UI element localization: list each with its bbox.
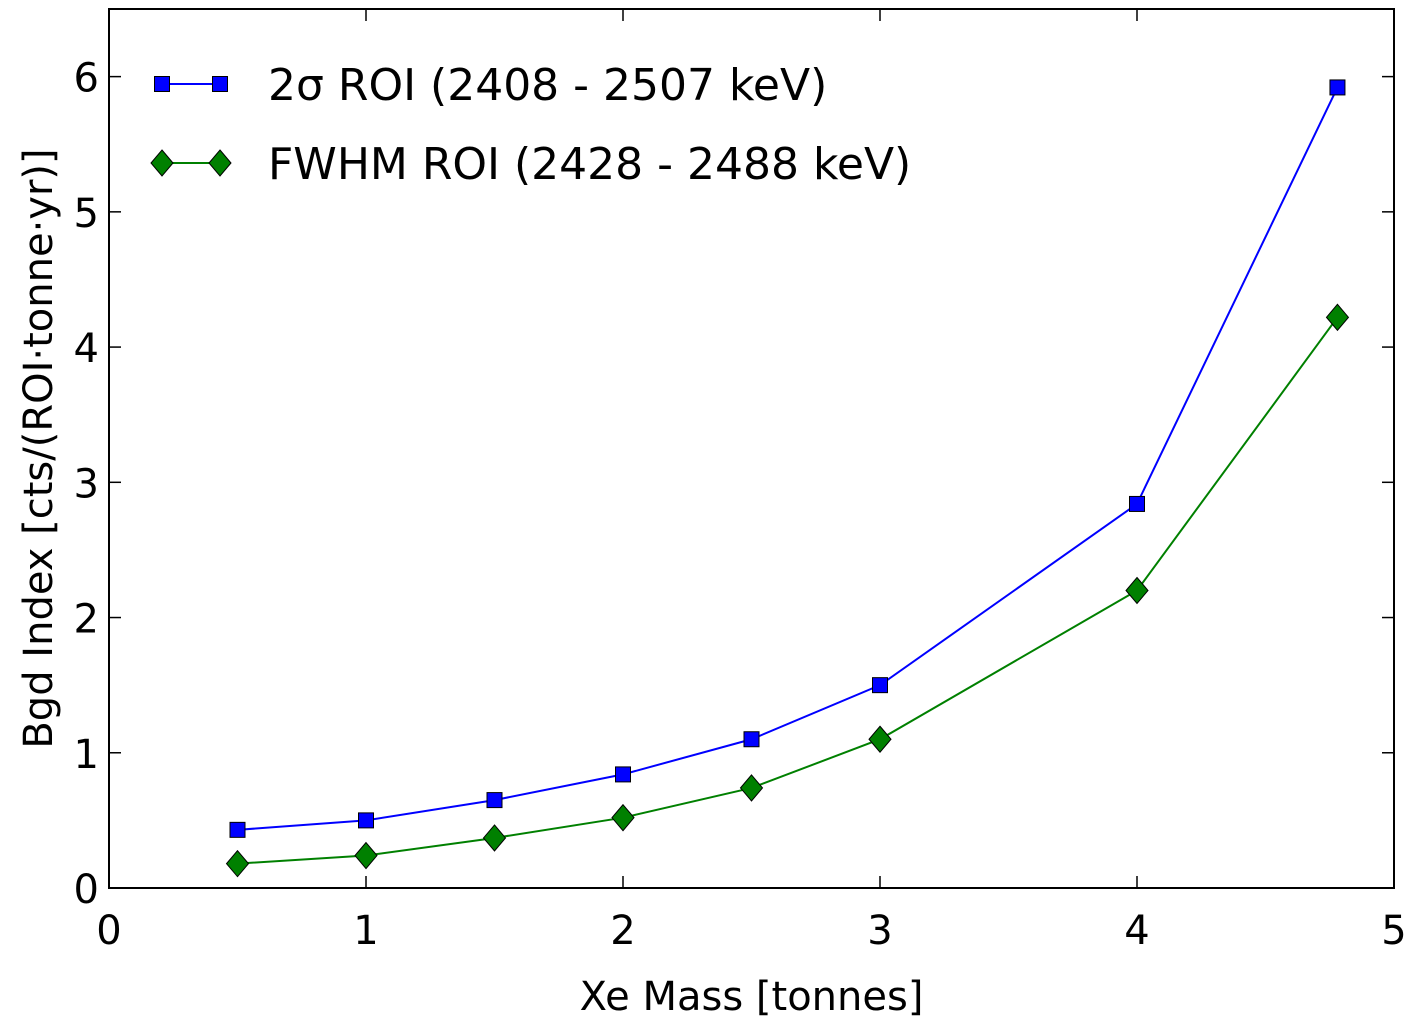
data-point bbox=[225, 849, 250, 878]
legend-label: FWHM ROI (2428 - 2488 keV) bbox=[268, 139, 911, 190]
legend-entry: FWHM ROI (2428 - 2488 keV) bbox=[150, 139, 911, 190]
data-point bbox=[743, 731, 760, 748]
y-tick-label: 1 bbox=[74, 732, 99, 778]
data-point bbox=[872, 677, 888, 694]
data-point bbox=[1329, 79, 1346, 96]
data-point bbox=[358, 812, 374, 829]
x-tick-label: 0 bbox=[96, 908, 121, 954]
data-point bbox=[486, 792, 503, 809]
data-point bbox=[615, 766, 631, 783]
data-point bbox=[482, 824, 507, 852]
series-1 bbox=[229, 79, 1346, 838]
data-point bbox=[739, 774, 764, 802]
data-point bbox=[229, 821, 246, 838]
legend: 2σ ROI (2408 - 2507 keV) FWHM ROI (2428 -… bbox=[150, 60, 911, 190]
series-line bbox=[237, 87, 1339, 831]
data-point bbox=[1125, 576, 1149, 605]
y-axis-label: Bgd Index [cts/(ROI·tonne·yr)] bbox=[16, 148, 62, 748]
series-line bbox=[237, 316, 1339, 865]
x-tick-label: 2 bbox=[610, 908, 635, 954]
legend-marker bbox=[150, 149, 174, 177]
series-2 bbox=[225, 303, 1350, 878]
legend-label: 2σ ROI (2408 - 2507 keV) bbox=[268, 60, 827, 111]
legend-entry: 2σ ROI (2408 - 2507 keV) bbox=[154, 60, 827, 111]
x-tick-label: 1 bbox=[353, 908, 378, 954]
data-point bbox=[354, 841, 378, 870]
data-point bbox=[611, 803, 635, 832]
x-tick-label: 4 bbox=[1124, 908, 1149, 954]
plot-frame bbox=[108, 8, 1395, 889]
x-tick-label: 5 bbox=[1381, 908, 1406, 954]
legend-marker bbox=[212, 76, 228, 92]
x-tick-label: 3 bbox=[867, 908, 892, 954]
y-tick-label: 5 bbox=[74, 191, 99, 237]
x-axis-label: Xe Mass [tonnes] bbox=[580, 974, 924, 1020]
legend-marker bbox=[154, 76, 170, 92]
y-tick-label: 6 bbox=[74, 56, 99, 102]
data-point bbox=[1325, 303, 1350, 332]
data-point bbox=[868, 725, 892, 754]
y-tick-label: 4 bbox=[74, 326, 99, 372]
y-tick-label: 0 bbox=[74, 867, 99, 913]
data-point bbox=[1129, 495, 1145, 512]
y-tick-label: 3 bbox=[74, 461, 99, 507]
axis-ticks: 0 1 2 3 4 5 0 1 2 3 4 5 6 bbox=[74, 9, 1407, 954]
legend-marker bbox=[208, 149, 232, 177]
series-layer bbox=[225, 79, 1350, 878]
y-tick-label: 2 bbox=[74, 597, 99, 643]
